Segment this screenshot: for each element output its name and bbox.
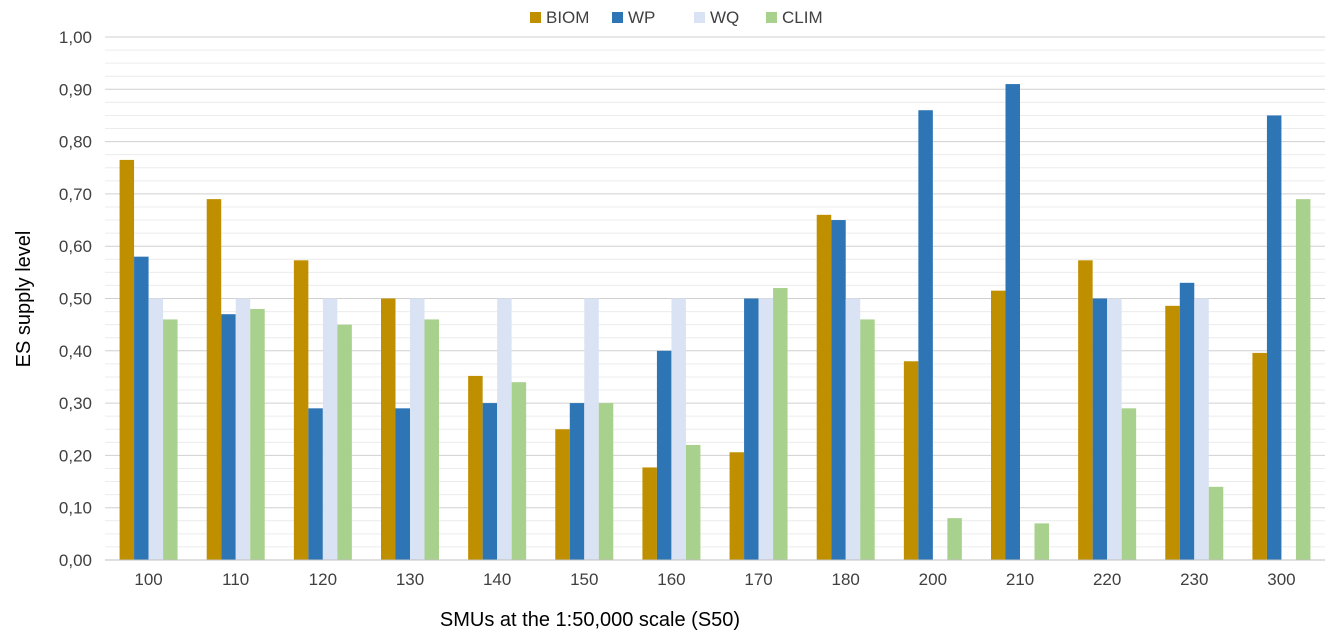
bar-clim-160 xyxy=(685,444,701,560)
x-tick-label: 180 xyxy=(832,570,860,589)
bar-wq-180 xyxy=(845,298,861,560)
legend-label-wq: WQ xyxy=(710,8,739,27)
bar-wq-100 xyxy=(148,298,164,560)
bar-biom-160 xyxy=(642,467,657,560)
x-tick-label: 150 xyxy=(570,570,598,589)
bar-clim-150 xyxy=(598,403,614,560)
bar-biom-170 xyxy=(729,452,745,560)
bar-biom-230 xyxy=(1165,305,1180,560)
x-axis-title: SMUs at the 1:50,000 scale (S50) xyxy=(440,609,740,631)
x-tick-label: 200 xyxy=(919,570,947,589)
bar-biom-300 xyxy=(1252,352,1267,560)
bar-clim-170 xyxy=(773,288,788,560)
legend-swatch-clim xyxy=(766,12,777,23)
bar-biom-140 xyxy=(468,375,483,560)
bar-clim-230 xyxy=(1208,486,1224,560)
bar-wp-140 xyxy=(482,403,498,560)
legend: BIOM WP WQ CLIM xyxy=(530,8,823,27)
y-tick-label: 0,60 xyxy=(59,237,92,256)
bar-wp-210 xyxy=(1005,84,1020,560)
bar-clim-120 xyxy=(337,324,352,560)
bar-biom-100 xyxy=(119,159,135,560)
y-tick-label: 0,50 xyxy=(59,290,92,309)
y-tick-label: 0,00 xyxy=(59,551,92,570)
bar-biom-120 xyxy=(293,260,309,560)
x-tick-label: 210 xyxy=(1006,570,1034,589)
x-tick-label: 300 xyxy=(1267,570,1295,589)
x-tick-label: 100 xyxy=(134,570,162,589)
bar-biom-200 xyxy=(903,361,919,560)
bar-wp-120 xyxy=(308,408,323,560)
bar-clim-200 xyxy=(947,518,962,560)
bar-wq-150 xyxy=(584,298,599,560)
y-tick-label: 0,10 xyxy=(59,499,92,518)
x-tick-label: 220 xyxy=(1093,570,1121,589)
bar-clim-110 xyxy=(250,308,265,560)
bar-biom-220 xyxy=(1078,260,1093,560)
bar-biom-130 xyxy=(381,298,396,560)
bar-wq-160 xyxy=(671,298,686,560)
legend-swatch-biom xyxy=(530,12,541,23)
x-tick-label: 140 xyxy=(483,570,511,589)
bar-wp-200 xyxy=(918,110,933,560)
y-tick-label: 0,80 xyxy=(59,133,92,152)
bar-wp-230 xyxy=(1179,282,1195,560)
bar-wp-130 xyxy=(395,408,410,560)
bar-wp-170 xyxy=(744,298,759,560)
bar-wq-220 xyxy=(1107,298,1122,560)
bar-biom-180 xyxy=(816,214,832,560)
bar-wp-300 xyxy=(1266,115,1282,560)
bar-wq-110 xyxy=(235,298,251,560)
bar-clim-140 xyxy=(511,382,527,560)
bar-wq-170 xyxy=(758,298,774,560)
legend-label-biom: BIOM xyxy=(546,8,589,27)
gridlines xyxy=(105,36,1325,561)
legend-label-clim: CLIM xyxy=(782,8,823,27)
bar-clim-220 xyxy=(1121,408,1137,560)
legend-swatch-wq xyxy=(694,12,705,23)
bar-clim-100 xyxy=(163,319,178,560)
x-tick-label: 230 xyxy=(1180,570,1208,589)
y-tick-label: 0,40 xyxy=(59,342,92,361)
x-tick-label: 110 xyxy=(222,570,249,589)
bar-wp-180 xyxy=(831,220,846,561)
bar-wp-150 xyxy=(569,403,585,560)
bar-wp-110 xyxy=(221,314,236,560)
x-tick-label: 160 xyxy=(657,570,685,589)
y-axis-ticks: 0,00 0,10 0,20 0,30 0,40 0,50 0,60 0,70 0,80 0,90… xyxy=(59,28,92,570)
bar-clim-300 xyxy=(1295,199,1311,560)
legend-label-wp: WP xyxy=(628,8,655,27)
y-tick-label: 0,30 xyxy=(59,394,92,413)
y-tick-label: 1,00 xyxy=(59,28,92,47)
bar-wp-220 xyxy=(1092,298,1108,560)
bar-wq-120 xyxy=(322,298,338,560)
x-tick-label: 130 xyxy=(396,570,424,589)
bar-biom-110 xyxy=(206,199,222,560)
y-tick-label: 0,20 xyxy=(59,446,92,465)
bar-wq-130 xyxy=(410,298,425,560)
bar-biom-150 xyxy=(555,429,570,560)
bar-biom-210 xyxy=(991,290,1006,560)
x-axis-ticks: 100 110 120 130 140 150 160 170 180 200 210 220 230 3… xyxy=(134,570,1295,589)
legend-swatch-wp xyxy=(612,12,623,23)
bar-wp-160 xyxy=(656,350,672,560)
bar-clim-130 xyxy=(424,319,439,560)
bar-wq-140 xyxy=(497,298,512,560)
y-tick-label: 0,70 xyxy=(59,185,92,204)
bar-wp-100 xyxy=(134,256,149,560)
bar-clim-180 xyxy=(860,319,875,560)
y-axis-title: ES supply level xyxy=(13,231,35,368)
y-tick-label: 0,90 xyxy=(59,80,92,99)
bar-wq-230 xyxy=(1194,298,1209,560)
bar-clim-210 xyxy=(1034,523,1049,560)
x-tick-label: 170 xyxy=(744,570,772,589)
bars xyxy=(119,84,1311,561)
x-tick-label: 120 xyxy=(309,570,337,589)
